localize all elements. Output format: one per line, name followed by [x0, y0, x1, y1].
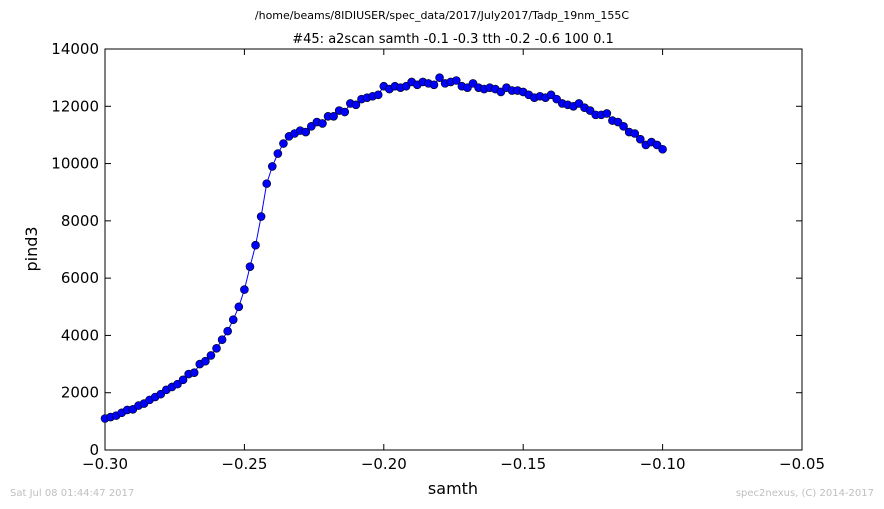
x-tick-label: −0.05	[779, 455, 825, 473]
y-tick-label: 12000	[51, 97, 99, 115]
data-point	[206, 351, 216, 360]
y-tick-label: 6000	[61, 269, 99, 287]
x-axis: −0.30 −0.25 −0.20 −0.15 −0.10 −0.05	[82, 49, 825, 473]
y-tick-label: 2000	[61, 384, 99, 402]
data-point	[318, 119, 327, 128]
data-point	[273, 149, 283, 158]
data-point	[279, 139, 288, 148]
data-point	[178, 375, 188, 385]
data-point	[234, 302, 244, 312]
data-point	[635, 134, 645, 144]
y-axis: 0 2000 4000 6000 8000 10000 12000 14000	[51, 40, 802, 459]
data-point	[256, 212, 266, 221]
data-point	[223, 326, 232, 336]
y-tick-label: 0	[89, 441, 99, 459]
data-point	[435, 73, 444, 82]
footer-credit: spec2nexus, (C) 2014-2017	[735, 488, 874, 499]
data-point	[240, 285, 249, 294]
y-tick-label: 14000	[51, 40, 99, 58]
data-point	[228, 315, 238, 324]
data-point	[340, 107, 350, 117]
file-path-title: /home/beams/8IDIUSER/spec_data/2017/July…	[254, 9, 630, 22]
data-point	[301, 127, 311, 137]
x-tick-label: −0.30	[82, 455, 128, 473]
chart-title: #45: a2scan samth -0.1 -0.3 tth -0.2 -0.…	[292, 32, 614, 47]
data-point	[429, 80, 439, 90]
data-point	[189, 368, 199, 377]
footer-timestamp: Sat Jul 08 01:44:47 2017	[10, 488, 135, 499]
data-point	[329, 112, 338, 121]
x-tick-label: −0.25	[221, 455, 267, 473]
data-point	[351, 100, 361, 110]
data-point	[373, 90, 383, 100]
data-point	[251, 240, 260, 250]
x-axis-label: samth	[428, 479, 478, 498]
data-point	[451, 76, 461, 85]
y-tick-label: 4000	[61, 326, 99, 344]
x-tick-label: −0.10	[640, 455, 686, 473]
series-markers	[100, 73, 667, 423]
data-point	[602, 109, 612, 118]
data-point	[630, 129, 640, 138]
y-axis-label: pind3	[22, 226, 41, 271]
y-tick-label: 8000	[61, 212, 99, 230]
x-tick-label: −0.20	[361, 455, 407, 473]
data-point	[217, 335, 227, 345]
data-point	[262, 179, 272, 188]
y-tick-label: 10000	[51, 155, 99, 173]
series-line	[104, 76, 663, 419]
data-point	[212, 344, 221, 353]
data-point	[267, 162, 277, 171]
plot-frame	[104, 48, 803, 451]
data-point	[201, 356, 210, 366]
data-point	[658, 144, 667, 154]
data-point	[245, 262, 255, 271]
data-point	[619, 122, 628, 131]
x-tick-label: −0.15	[500, 455, 546, 473]
